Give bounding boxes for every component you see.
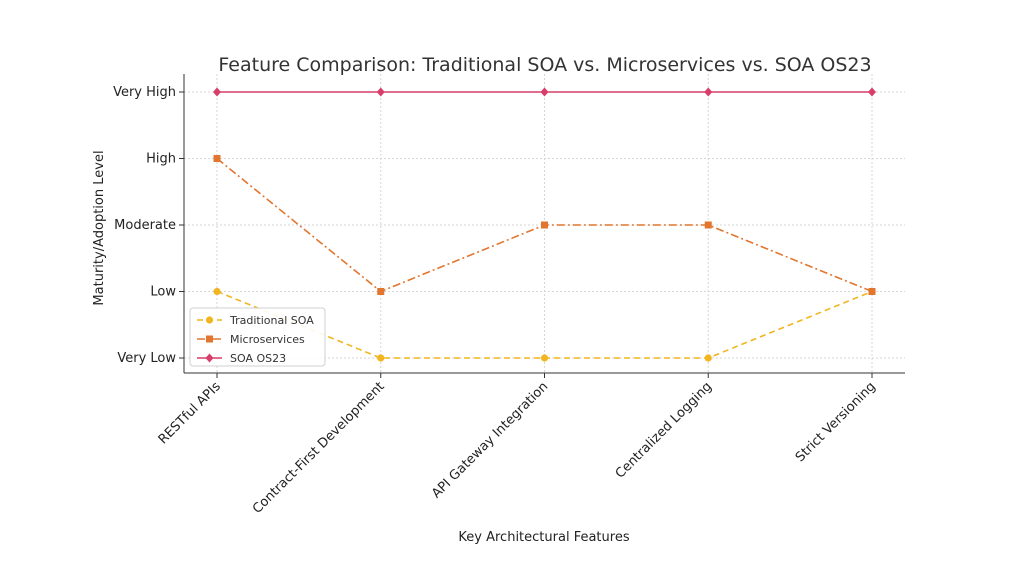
x-tick-label: Strict Versioning — [793, 379, 879, 465]
data-point — [540, 354, 549, 362]
legend-box — [189, 307, 326, 367]
data-point — [377, 288, 385, 295]
data-point — [541, 221, 548, 229]
series-microservices — [213, 155, 876, 295]
x-tick-label: Centralized Logging — [613, 379, 715, 481]
y-axis-label: Maturity/Adoption Level — [92, 150, 107, 305]
data-point — [213, 287, 221, 296]
y-tick-label: High — [146, 152, 176, 167]
legend-label: Traditional SOA — [229, 314, 314, 327]
data-point — [213, 155, 221, 162]
legend-label: Microservices — [230, 333, 305, 346]
y-tick-label: Low — [150, 285, 176, 300]
legend-marker — [205, 316, 214, 324]
series-layer — [213, 87, 876, 362]
data-point — [704, 221, 712, 229]
y-tick-label: Very Low — [117, 351, 176, 366]
data-point — [376, 87, 385, 97]
x-axis-label: Key Architectural Features — [458, 530, 629, 545]
legend: Traditional SOA Microservices SOA OS23 — [189, 307, 326, 367]
legend-label: SOA OS23 — [230, 352, 286, 365]
y-tick-label: Moderate — [114, 218, 176, 233]
y-ticks: Very Low Low Moderate High Very High — [113, 85, 184, 366]
x-tick-label: Contract-First Development — [250, 379, 388, 517]
x-ticks: RESTful APIs Contract-First Development AP… — [156, 373, 879, 517]
chart-title: Feature Comparison: Traditional SOA vs. … — [218, 54, 871, 76]
data-point — [868, 288, 876, 295]
series-soa-os23 — [213, 87, 876, 97]
y-tick-label: Very High — [113, 85, 176, 100]
data-point — [704, 354, 712, 362]
data-point — [868, 87, 876, 97]
legend-marker — [206, 335, 213, 343]
data-point — [213, 87, 221, 97]
data-point — [704, 87, 713, 97]
x-tick-label: API Gateway Integration — [429, 379, 551, 501]
legend-marker — [205, 353, 214, 363]
data-point — [540, 87, 549, 97]
data-point — [377, 354, 385, 362]
x-tick-label: RESTful APIs — [156, 379, 224, 447]
